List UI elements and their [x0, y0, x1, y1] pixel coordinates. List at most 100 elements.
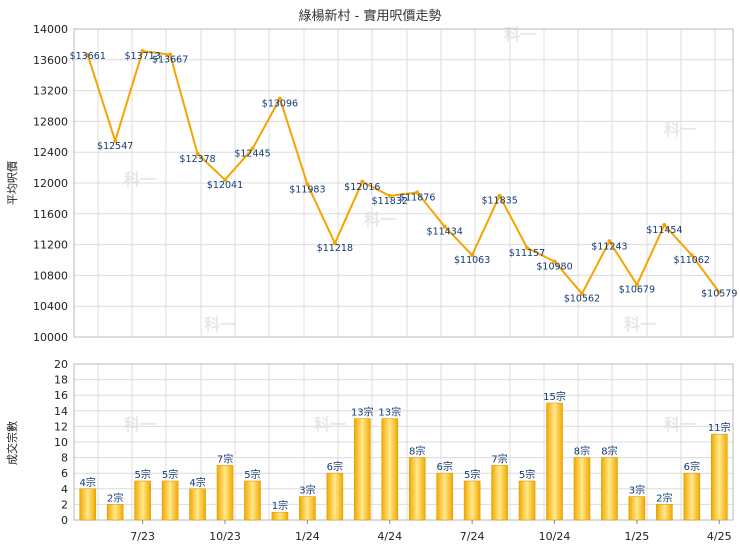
price-point: [85, 53, 90, 58]
price-data-label: $13661: [70, 51, 106, 62]
count-y-tick-label: 10: [54, 436, 68, 449]
count-y-tick-label: 8: [61, 452, 68, 465]
price-data-label: $12041: [207, 180, 243, 191]
count-chart: 0 2 4 6 8 10 12 14 16 18 20 科一 科一 科一 4宗 2宗 5宗 5宗 4宗 7宗 5宗 1宗 3…: [54, 358, 734, 543]
price-data-label: $12378: [179, 154, 215, 165]
count-bar: [134, 480, 151, 521]
price-point: [415, 190, 420, 195]
count-data-label: 5宗: [162, 468, 178, 481]
count-bar: [189, 488, 206, 521]
price-y-axis-label: 平均呎價: [5, 161, 19, 205]
count-y-tick-label: 4: [61, 483, 68, 496]
count-bar: [518, 480, 536, 521]
count-data-label: 6宗: [437, 460, 453, 473]
x-tick-label: 10/23: [209, 530, 241, 543]
price-y-tick-label: 12000: [33, 177, 68, 190]
price-data-label: $11243: [591, 241, 627, 252]
count-bar: [106, 504, 124, 521]
price-point: [662, 223, 667, 228]
price-y-tick-label: 13600: [33, 54, 68, 67]
chart-title: 綠楊新村 - 實用呎價走勢: [299, 8, 442, 24]
count-bar: [463, 480, 481, 521]
count-bar: [710, 433, 728, 521]
price-point: [387, 193, 392, 198]
price-point: [607, 239, 612, 244]
count-data-label: 4宗: [189, 476, 205, 489]
price-data-label: $10679: [619, 285, 655, 296]
price-point: [113, 138, 118, 143]
count-data-label: 5宗: [244, 468, 260, 481]
price-point: [277, 96, 282, 101]
price-data-label: $11063: [454, 255, 490, 266]
x-tick-label: 1/25: [625, 530, 650, 543]
price-data-label: $11876: [399, 193, 435, 204]
count-data-label: 1宗: [272, 499, 288, 512]
price-point: [195, 151, 200, 156]
count-bar: [271, 511, 289, 521]
count-data-label: 8宗: [409, 445, 425, 458]
price-y-tick-label: 11200: [33, 239, 68, 252]
count-bar: [491, 465, 508, 521]
price-point: [552, 259, 557, 264]
x-tick-label: 4/25: [707, 530, 732, 543]
price-data-label: $10579: [701, 288, 737, 299]
price-data-label: $11983: [289, 184, 325, 195]
price-data-label: $12445: [234, 149, 270, 160]
count-bar: [79, 488, 97, 521]
count-data-label: 15宗: [543, 390, 566, 403]
count-y-tick-label: 2: [61, 498, 68, 511]
x-tick-label: 4/24: [377, 530, 402, 543]
x-tick-label: 7/23: [130, 530, 155, 543]
price-data-label: $11454: [646, 225, 682, 236]
watermark: 科一: [664, 120, 696, 139]
price-point: [634, 282, 639, 287]
count-bar: [244, 480, 261, 521]
count-data-label: 13宗: [351, 406, 374, 419]
watermark: 科一: [124, 415, 156, 434]
count-bar: [683, 472, 701, 521]
watermark: 科一: [504, 25, 536, 44]
price-data-label: $10562: [564, 294, 600, 305]
price-y-tick-label: 10000: [33, 331, 68, 344]
price-data-label: $11835: [481, 196, 517, 207]
count-data-label: 5宗: [464, 468, 480, 481]
count-bar: [408, 457, 426, 521]
count-y-tick-label: 20: [54, 358, 68, 371]
price-data-label: $13713: [125, 51, 161, 62]
price-data-label: $11157: [509, 248, 545, 259]
watermark: 科一: [204, 315, 236, 334]
price-point: [470, 253, 475, 258]
price-point: [689, 253, 694, 258]
watermark: 科一: [364, 210, 396, 229]
count-data-label: 5宗: [134, 468, 150, 481]
count-data-label: 7宗: [491, 452, 507, 465]
price-y-tick-label: 11600: [33, 208, 68, 221]
count-y-tick-label: 12: [54, 420, 68, 433]
count-bar: [546, 402, 563, 521]
count-y-tick-label: 18: [54, 374, 68, 387]
count-data-label: 3宗: [299, 484, 315, 497]
count-bar: [573, 457, 591, 521]
count-bar: [381, 418, 399, 521]
watermark: 科一: [664, 415, 696, 434]
count-data-label: 3宗: [629, 484, 645, 497]
price-data-label: $13667: [152, 55, 188, 66]
price-point: [168, 52, 173, 57]
price-point: [140, 49, 145, 54]
count-data-label: 8宗: [574, 445, 590, 458]
count-data-label: 4宗: [80, 476, 96, 489]
count-data-label: 8宗: [601, 445, 617, 458]
price-data-label: $12547: [97, 141, 133, 152]
price-y-tick-label: 13200: [33, 85, 68, 98]
price-point: [332, 241, 337, 246]
price-data-label: $12016: [344, 182, 380, 193]
count-y-tick-label: 6: [61, 467, 68, 480]
price-point: [305, 182, 310, 187]
watermark: 科一: [314, 415, 346, 434]
price-y-tick-label: 14000: [33, 23, 68, 36]
count-data-label: 2宗: [107, 491, 123, 504]
watermark: 科一: [624, 315, 656, 334]
count-y-tick-label: 14: [54, 405, 68, 418]
count-data-label: 5宗: [519, 468, 535, 481]
